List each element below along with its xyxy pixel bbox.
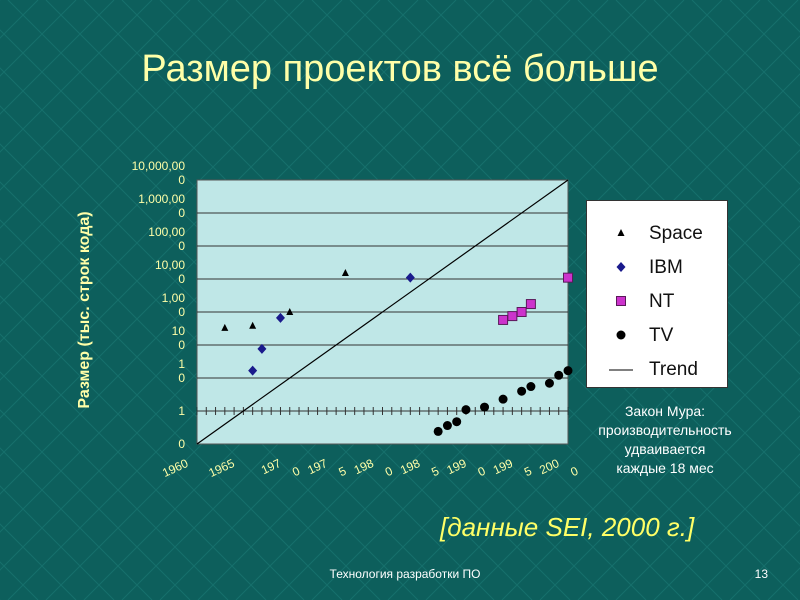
legend-item: IBM: [587, 253, 727, 283]
moore-line: Закон Мура:: [624, 403, 706, 419]
y-tick-label: 10,000,00: [132, 159, 186, 173]
y-tick-label: 1,00: [162, 291, 186, 305]
y-axis-label-text: Размер (тыс. строк кода): [76, 211, 93, 409]
x-tick-label: 198 5: [398, 456, 441, 480]
point-ibm: [257, 343, 267, 354]
trend-line: [196, 179, 569, 445]
legend-space-symbol: [617, 229, 625, 236]
y-tick-label: 0: [178, 272, 185, 286]
y-tick-label: 1: [178, 357, 185, 371]
svg-text:5: 5: [336, 464, 348, 480]
legend-label: Space: [649, 223, 703, 244]
y-tick-label: 0: [178, 239, 185, 253]
point-tv: [442, 421, 452, 431]
point-space: [341, 269, 349, 277]
svg-text:0: 0: [383, 464, 395, 480]
moore-law-note: Закон Мура: производительность удваивает…: [560, 402, 770, 478]
legend-trend-symbol: [609, 369, 633, 371]
y-tick-label: 100,00: [148, 225, 185, 239]
legend-marker: [616, 262, 626, 272]
x-tick-label: 198 0: [352, 456, 395, 480]
slide-footer: Технология разработки ПО: [329, 567, 481, 581]
y-axis-label: Размер (тыс. строк кода): [70, 180, 100, 440]
moore-line: производительность: [598, 422, 732, 438]
y-tick-label: 0: [178, 206, 185, 220]
y-tick-label: 10: [172, 324, 186, 338]
moore-line: каждые 18 мес: [616, 460, 714, 476]
legend-ibm-symbol: [616, 262, 626, 272]
point-tv: [563, 366, 573, 376]
y-tick-label: 0: [178, 338, 185, 352]
x-tick-label: 199 5: [491, 456, 534, 480]
point-nt: [507, 311, 518, 322]
point-tv: [554, 370, 564, 380]
point-ibm: [275, 312, 285, 323]
point-space: [221, 323, 229, 331]
svg-text:1960: 1960: [160, 456, 190, 480]
x-tick-label: 197 5: [305, 456, 348, 480]
y-tick-label: 1: [178, 404, 185, 418]
point-tv: [526, 382, 536, 392]
point-space: [249, 321, 257, 329]
svg-text:0: 0: [290, 464, 302, 480]
y-tick-label: 0: [178, 305, 185, 319]
legend-item: NT: [587, 287, 727, 317]
point-tv: [544, 378, 554, 388]
moore-line: удваивается: [624, 441, 706, 457]
legend-item: TV: [587, 321, 727, 351]
point-tv: [461, 405, 471, 415]
legend-marker: [617, 229, 625, 236]
x-tick-label: 197 0: [259, 456, 302, 480]
y-tick-label: 10,00: [155, 258, 185, 272]
point-ibm: [405, 272, 415, 283]
svg-text:5: 5: [522, 464, 534, 480]
legend-label: NT: [649, 291, 675, 312]
point-ibm: [248, 365, 258, 376]
x-tick-label: 199 0: [444, 456, 488, 480]
svg-text:199: 199: [444, 456, 468, 477]
x-tick-label: 1960: [160, 456, 190, 480]
y-tick-label: 0: [178, 371, 185, 385]
y-tick-label: 0: [178, 437, 185, 451]
legend-marker: [616, 330, 626, 340]
slide-title: Размер проектов всё больше: [141, 48, 659, 90]
legend-item: Trend: [587, 355, 727, 385]
point-tv: [480, 402, 490, 412]
data-source-note: [данные SEI, 2000 г.]: [440, 512, 695, 542]
point-tv: [433, 426, 443, 436]
svg-text:198: 198: [352, 456, 376, 477]
point-nt: [498, 314, 509, 325]
legend-label: TV: [649, 325, 674, 346]
point-tv: [517, 386, 527, 396]
point-tv: [498, 394, 508, 404]
page-number: 13: [754, 567, 768, 581]
legend-tv-symbol: [616, 330, 626, 340]
legend-label: Trend: [649, 359, 698, 380]
point-tv: [452, 417, 462, 427]
svg-text:200: 200: [537, 456, 561, 477]
legend-item: Space: [587, 219, 727, 249]
svg-text:1965: 1965: [207, 456, 237, 480]
svg-text:197: 197: [259, 456, 283, 477]
legend-label: IBM: [649, 257, 683, 278]
x-tick-label: 1965: [207, 456, 237, 480]
y-tick-label: 0: [178, 173, 185, 187]
y-tick-label: 1,000,00: [138, 192, 185, 206]
chart-legend: Space IBM NT TV Trend: [586, 200, 728, 388]
svg-text:0: 0: [476, 464, 488, 480]
svg-text:5: 5: [429, 464, 441, 480]
point-nt: [516, 307, 527, 317]
legend-marker: [616, 296, 626, 306]
svg-text:197: 197: [305, 456, 329, 477]
point-space: [286, 308, 294, 315]
svg-text:199: 199: [491, 456, 515, 477]
svg-text:198: 198: [398, 456, 422, 477]
legend-nt-symbol: [616, 296, 626, 306]
point-nt: [563, 272, 573, 283]
point-nt: [525, 299, 536, 310]
